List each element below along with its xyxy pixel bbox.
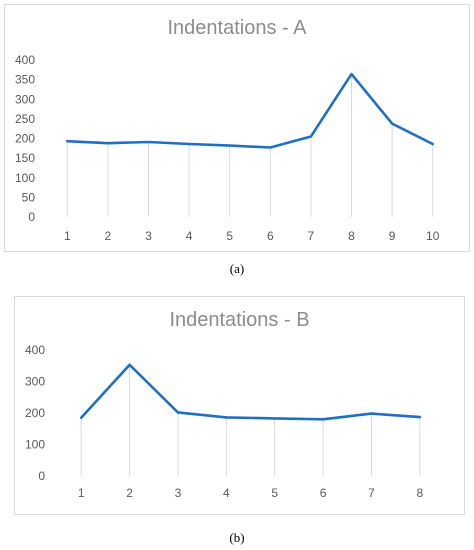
x-tick-label: 8	[348, 229, 355, 243]
series-line	[65, 72, 435, 149]
y-tick-label: 200	[15, 132, 35, 146]
x-tick-label: 1	[78, 486, 85, 500]
x-tick-label: 6	[320, 486, 327, 500]
x-tick-label: 10	[426, 229, 440, 243]
x-tick-label: 9	[389, 229, 396, 243]
y-tick-label: 0	[38, 469, 45, 483]
chart-a-plot: 0 50 100 150 200 250 300 350 400 1 2 3 4 5 6 7 8 9 10	[15, 53, 440, 243]
x-tick-label: 5	[226, 229, 233, 243]
y-tick-label: 400	[15, 53, 35, 67]
chart-panel-b: Indentations - B 0 100 200 300 400 1 2 3 4 5 6 7 8	[14, 296, 465, 515]
series-line	[79, 363, 422, 421]
y-tick-label: 400	[25, 343, 45, 357]
y-tick-label: 350	[15, 73, 35, 87]
y-tick-label: 300	[15, 92, 35, 106]
chart-panel-a: Indentations - A 0 50 100 150 200 250 300 350 40…	[4, 4, 470, 252]
x-tick-label: 8	[416, 486, 423, 500]
chart-b-plot: 0 100 200 300 400 1 2 3 4 5 6 7 8	[25, 343, 424, 500]
x-tick-label: 3	[175, 486, 182, 500]
x-tick-label: 6	[267, 229, 274, 243]
chart-title: Indentations - B	[169, 309, 310, 331]
y-tick-label: 100	[25, 438, 45, 452]
x-tick-label: 7	[308, 229, 315, 243]
y-tick-label: 50	[22, 190, 36, 204]
y-tick-label: 100	[15, 171, 35, 185]
x-tick-label: 5	[271, 486, 278, 500]
caption-b: (b)	[229, 530, 245, 545]
x-tick-label: 7	[368, 486, 375, 500]
x-tick-label: 2	[126, 486, 133, 500]
y-tick-label: 250	[15, 112, 35, 126]
y-tick-label: 300	[25, 375, 45, 389]
x-tick-label: 2	[105, 229, 112, 243]
x-tick-label: 4	[186, 229, 193, 243]
x-tick-label: 3	[145, 229, 152, 243]
caption-a: (a)	[229, 261, 245, 276]
y-tick-label: 200	[25, 406, 45, 420]
x-tick-label: 4	[223, 486, 230, 500]
y-tick-label: 150	[15, 151, 35, 165]
x-tick-label: 1	[64, 229, 71, 243]
chart-title: Indentations - A	[167, 17, 307, 39]
y-tick-label: 0	[28, 210, 35, 224]
